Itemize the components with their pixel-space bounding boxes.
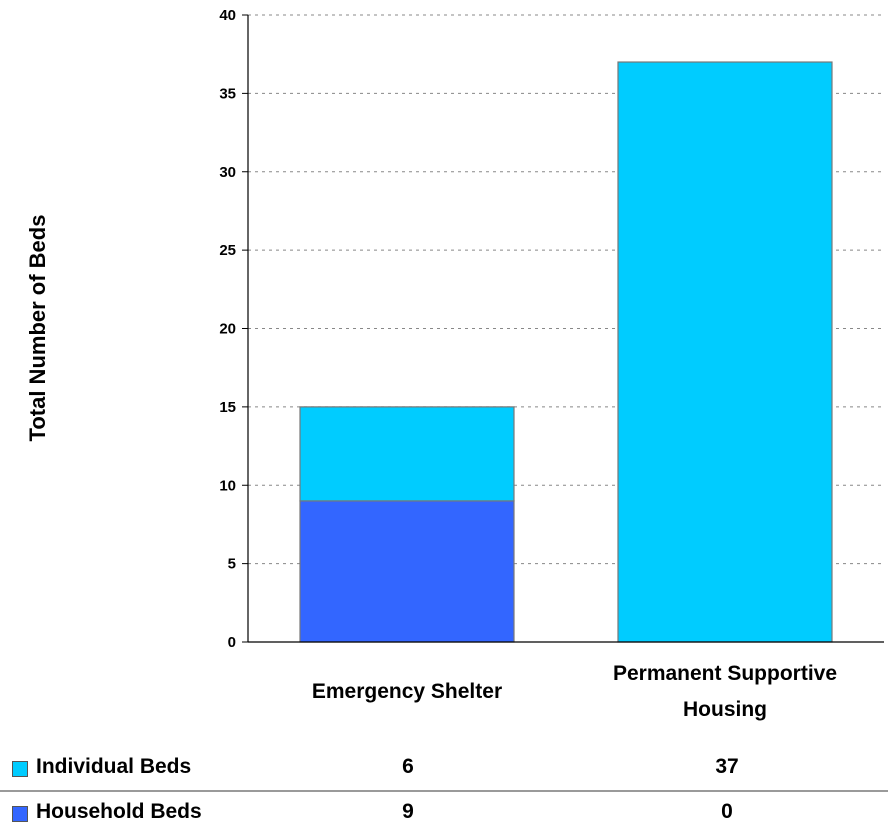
y-tick-label: 20 [219,321,236,338]
x-category-label: Emergency Shelter [312,680,502,703]
bars [299,61,833,643]
y-tick-label: 5 [228,556,236,573]
y-axis-label: Total Number of Beds [25,215,50,442]
bar-chart: 0 5 10 15 20 25 30 35 40 Emergency Shelter Permane… [25,7,884,721]
y-tick-label: 25 [219,242,236,259]
legend-swatch-individual-beds [12,761,28,777]
cell-household-emergency-shelter: 9 [402,800,414,823]
axes: 0 5 10 15 20 25 30 35 40 Emergency Shelter Permane… [219,7,884,721]
x-category-label: Permanent Supportive [613,662,837,685]
cell-household-permanent-supportive-housing: 0 [721,800,733,823]
cell-individual-permanent-supportive-housing: 37 [715,755,739,778]
y-tick-label: 15 [219,399,236,416]
bar-individual-beds-0 [299,406,515,502]
x-category-label: Housing [683,698,767,721]
y-tick-label: 35 [219,85,236,102]
y-tick-label: 40 [219,7,236,24]
bar-individual-beds-1 [617,61,833,643]
table-divider [0,790,888,792]
cell-individual-emergency-shelter: 6 [402,755,414,778]
legend-swatch-household-beds [12,806,28,822]
row-label-individual-beds: Individual Beds [36,755,192,778]
bar-household-beds-0 [299,500,515,643]
table-row-individual-beds: Individual Beds 6 37 [0,753,888,789]
row-label-household-beds: Household Beds [36,800,202,823]
y-tick-label: 30 [219,164,236,181]
table-row-household-beds: Household Beds 9 0 [0,798,888,834]
y-tick-label: 10 [219,477,236,494]
y-tick-label: 0 [228,634,236,651]
